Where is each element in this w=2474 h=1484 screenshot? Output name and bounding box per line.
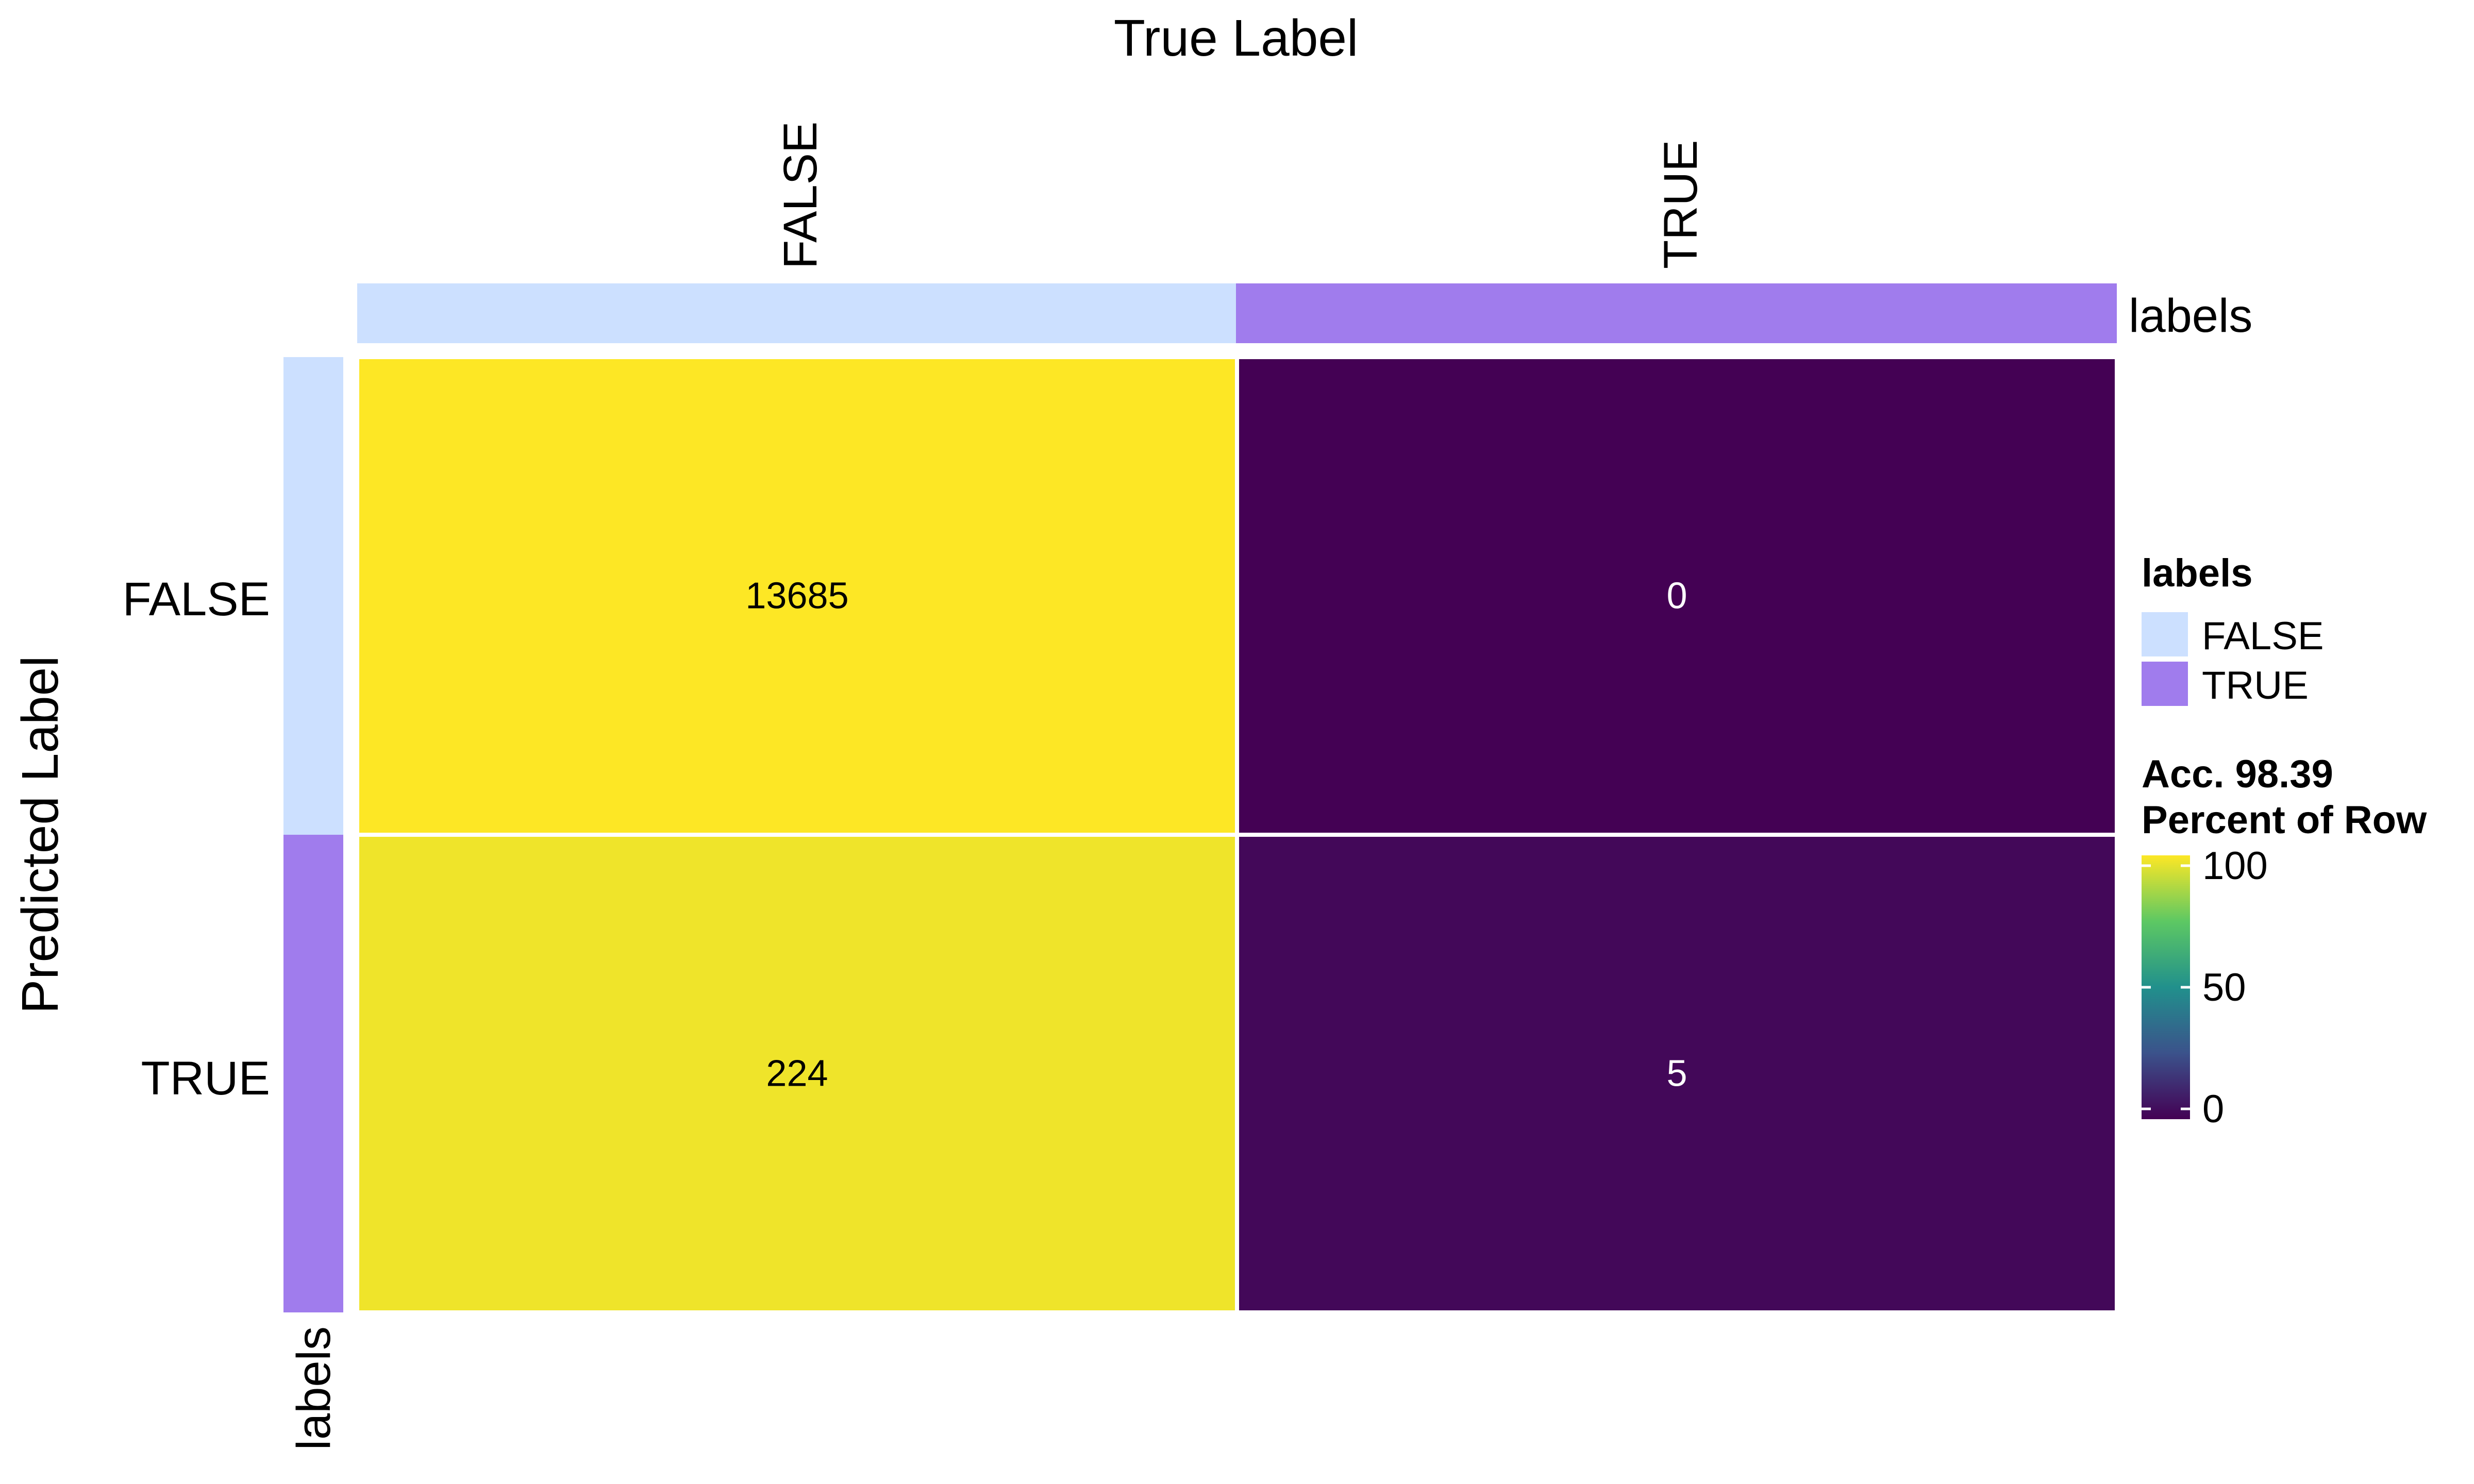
y-axis-title: Predicted Label: [11, 656, 69, 1014]
x-tick-label: TRUE: [1654, 140, 1707, 269]
legend-swatch-false: [2142, 612, 2188, 656]
heatmap-cell: [1239, 837, 2115, 1310]
top-annotation-bar-false: [357, 283, 1236, 343]
heatmap-cell: [1239, 359, 2115, 833]
heatmap-cell: [359, 837, 1235, 1310]
heatmap-cell-value: 224: [766, 1053, 828, 1094]
left-annotation-bar-true: [283, 835, 343, 1312]
legend-item-label: TRUE: [2202, 664, 2309, 707]
legend-fill-title: Percent of Row: [2142, 798, 2427, 842]
legend-swatch-true: [2142, 662, 2188, 706]
legend-labels-title: labels: [2142, 551, 2252, 595]
heatmap-cell: [359, 359, 1235, 833]
y-tick-label: TRUE: [141, 1052, 270, 1105]
colorbar-tick-label: 0: [2202, 1087, 2224, 1131]
colorbar-ticks: 0 50 100: [2142, 844, 2268, 1131]
colorbar-tick-label: 50: [2202, 966, 2246, 1009]
legend-item-label: FALSE: [2202, 614, 2324, 658]
heatmap-cell-value: 0: [1666, 576, 1687, 617]
left-annotation-bar-false: [283, 357, 343, 835]
top-annotation-label: labels: [2129, 290, 2252, 342]
legend-fill-title: Acc. 98.39: [2142, 752, 2333, 796]
x-tick-label: FALSE: [774, 122, 827, 269]
left-annotation-label: labels: [288, 1326, 340, 1450]
colorbar-tick-label: 100: [2202, 844, 2268, 888]
heatmap-cells: 13685 0 224 5: [359, 359, 2115, 1310]
heatmap-cell-value: 5: [1666, 1053, 1687, 1094]
y-tick-label: FALSE: [123, 573, 270, 626]
x-axis-title: True Label: [1114, 9, 1358, 67]
top-annotation-bar-true: [1236, 283, 2117, 343]
heatmap-cell-value: 13685: [745, 576, 848, 617]
